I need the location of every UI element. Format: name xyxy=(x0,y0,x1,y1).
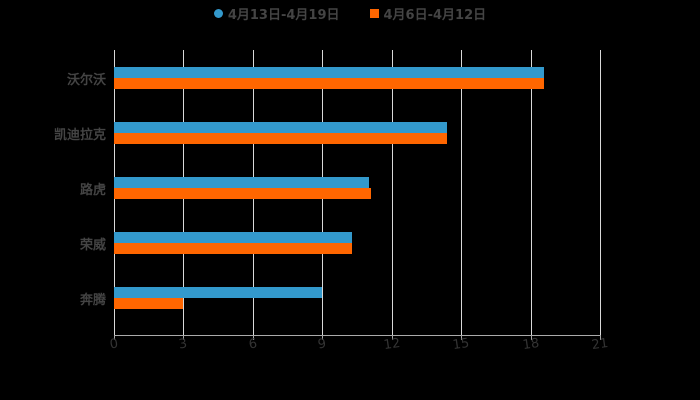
gridline xyxy=(391,50,393,335)
gridline xyxy=(461,50,463,335)
category-label: 凯迪拉克 xyxy=(53,128,106,143)
bar-series2[interactable] xyxy=(114,133,448,144)
square-marker-icon xyxy=(369,9,379,18)
x-tick-label: 9 xyxy=(317,336,328,353)
x-tick-label: 3 xyxy=(178,336,189,353)
axis-tick xyxy=(252,335,254,340)
bar-series1[interactable] xyxy=(114,177,369,188)
x-tick-label: 18 xyxy=(521,335,540,354)
bar-series1[interactable] xyxy=(114,67,545,78)
axis-tick xyxy=(183,335,185,340)
x-tick-label: 0 xyxy=(108,336,120,353)
axis-tick xyxy=(600,335,601,340)
category-label: 路虎 xyxy=(79,183,106,198)
category-label: 沃尔沃 xyxy=(66,73,106,88)
chart-legend: 4月13日-4月19日 4月6日-4月12日 xyxy=(0,4,700,23)
legend-label: 4月6日-4月12日 xyxy=(383,8,487,23)
bar-series2[interactable] xyxy=(114,78,545,89)
bar-series2[interactable] xyxy=(114,188,371,199)
legend-item-series2[interactable]: 4月6日-4月12日 xyxy=(369,4,487,23)
x-tick-label: 21 xyxy=(590,335,610,354)
bar-series1[interactable] xyxy=(114,122,448,133)
axis-tick xyxy=(114,335,115,340)
category-label: 荣威 xyxy=(79,238,106,253)
x-tick-label: 6 xyxy=(247,336,258,353)
legend-item-series1[interactable]: 4月13日-4月19日 xyxy=(213,4,340,23)
gridline xyxy=(600,50,601,335)
bar-series2[interactable] xyxy=(114,298,184,309)
bar-series1[interactable] xyxy=(114,287,323,298)
axis-tick xyxy=(391,335,393,340)
axis-tick xyxy=(530,335,532,340)
bar-series1[interactable] xyxy=(114,232,353,243)
axis-tick xyxy=(461,335,463,340)
category-label: 奔腾 xyxy=(79,293,106,308)
gridline xyxy=(530,50,532,335)
circle-marker-icon xyxy=(213,9,223,18)
bar-series2[interactable] xyxy=(114,243,353,254)
axis-tick xyxy=(322,335,324,340)
legend-label: 4月13日-4月19日 xyxy=(227,8,340,23)
x-tick-label: 15 xyxy=(451,335,471,354)
x-axis xyxy=(114,335,600,336)
x-tick-label: 12 xyxy=(382,335,401,354)
